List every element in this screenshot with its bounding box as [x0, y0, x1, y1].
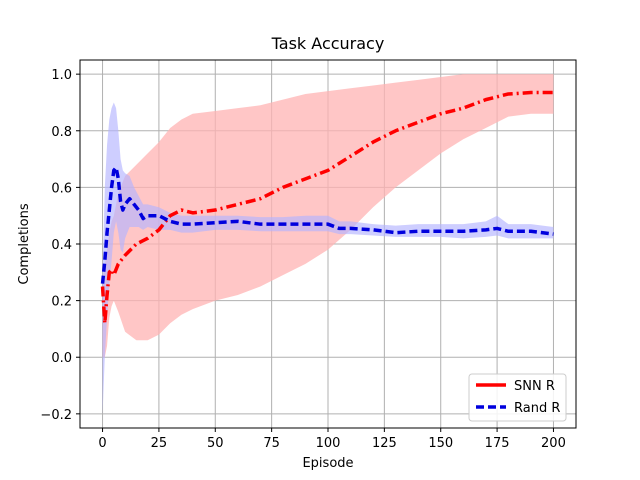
y-tick-label: −0.2	[40, 408, 72, 423]
x-axis-label: Episode	[302, 456, 353, 471]
y-tick-label: 0.2	[51, 295, 72, 310]
chart-title: Task Accuracy	[271, 34, 385, 53]
x-tick-label: 25	[151, 436, 168, 451]
y-tick-label: 0.8	[51, 125, 72, 140]
x-tick-label: 125	[372, 436, 397, 451]
y-tick-label: 0.0	[51, 351, 72, 366]
series-line-rand-r	[100, 165, 554, 284]
x-tick-label: 100	[316, 436, 341, 451]
x-tick-label: 150	[428, 436, 453, 451]
legend-label-rand-r: Rand R	[514, 401, 560, 416]
confidence-bands	[102, 74, 554, 414]
y-tick-label: 0.6	[51, 181, 72, 196]
x-tick-label: 200	[541, 436, 566, 451]
x-tick-label: 175	[485, 436, 510, 451]
series-lines	[100, 90, 554, 326]
y-tick-label: 1.0	[51, 68, 72, 83]
axis-ticks: 0 25 50 75 100 125 150 175 200 −0.2 0.0 0.2 0.4 0.6 0.…	[40, 68, 565, 451]
x-tick-label: 50	[207, 436, 224, 451]
legend-label-snn-r: SNN R	[514, 379, 555, 394]
x-tick-label: 0	[98, 436, 106, 451]
legend: SNN R Rand R	[468, 373, 567, 422]
y-tick-label: 0.4	[51, 238, 72, 253]
series-line-snn-r	[100, 90, 554, 326]
x-tick-label: 75	[263, 436, 280, 451]
y-axis-label: Completions	[17, 203, 32, 284]
